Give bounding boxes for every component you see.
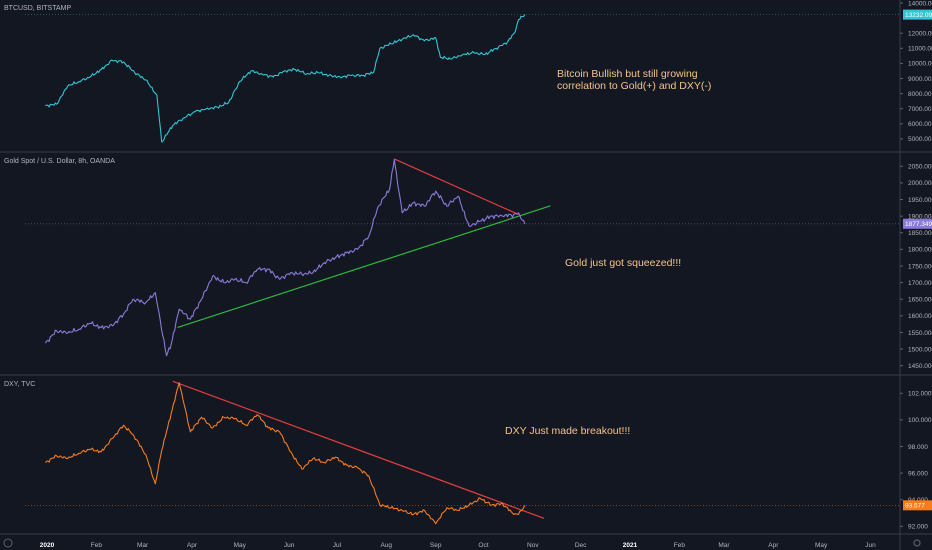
annotation-text: DXY Just made breakout!!! (505, 425, 630, 437)
pane-2: Gold Spot / U.S. Dollar, 8h, OANDA 2050.0… (4, 158, 932, 370)
last-value-badge (903, 218, 932, 229)
y-tick-label: 12000.00 (908, 31, 932, 38)
x-tick-label: Mar (718, 542, 730, 549)
y-tick-label: 1850.000 (908, 230, 932, 237)
y-tick-label: 6000.00 (908, 121, 932, 128)
x-tick-label: Jul (333, 542, 342, 549)
y-tick-label: 1550.000 (908, 330, 932, 337)
y-tick-label: 1900.000 (908, 213, 932, 220)
x-tick-label: Sep (430, 542, 442, 549)
y-tick-label: 1600.000 (908, 313, 932, 320)
x-tick-label: Oct (478, 542, 488, 549)
annotation-text: Gold just got squeezed!!! (565, 257, 681, 269)
y-tick-label: 1800.000 (908, 247, 932, 254)
y-tick-label: 2050.000 (908, 164, 932, 171)
x-axis: 2020 Feb Mar Apr May Jun Jul Aug Sep Oct Nov Dec 202… (40, 542, 876, 549)
x-tick-label: Feb (674, 542, 686, 549)
y-tick-label: 92.000 (908, 524, 928, 531)
series-line (45, 14, 526, 143)
last-value-badge (903, 500, 932, 511)
x-tick-label: Nov (527, 542, 539, 549)
x-tick-label: May (234, 542, 247, 549)
pane-title: Gold Spot / U.S. Dollar, 8h, OANDA (4, 158, 115, 165)
y-tick-label: 14000.00 (908, 0, 932, 7)
trendline (394, 158, 519, 216)
x-tick-label: Jun (284, 542, 295, 549)
y-tick-label: 5000.00 (908, 136, 932, 143)
y-tick-label: 8000.00 (908, 91, 932, 98)
x-tick-label: Feb (91, 542, 103, 549)
x-tick-label: 2020 (40, 542, 55, 549)
last-value-badge (903, 9, 932, 20)
pane-1: BTCUSD, BITSTAMP 14000.00 12000.00 11000.00… (4, 0, 932, 143)
y-tick-label: 10000.00 (908, 61, 932, 68)
y-tick-label: 1650.000 (908, 297, 932, 304)
y-tick-label: 2000.000 (908, 180, 932, 187)
x-tick-label: 2021 (623, 542, 638, 549)
x-tick-label: Mar (137, 542, 149, 549)
y-tick-label: 1750.000 (908, 263, 932, 270)
timezone-icon (3, 538, 13, 548)
series-line (45, 382, 526, 525)
y-tick-label: 1450.000 (908, 363, 932, 370)
trendline (172, 380, 545, 519)
last-value-label: 1877.349 (905, 221, 932, 228)
y-tick-label: 7000.00 (908, 106, 932, 113)
y-tick-label: 100.000 (908, 417, 932, 424)
series-line (44, 159, 526, 357)
x-tick-label: Apr (187, 542, 198, 549)
annotation-text: correlation to Gold(+) and DXY(-) (557, 80, 711, 92)
pane-3: DXY, TVC102.000100.00098.00096.00094.000… (4, 380, 932, 531)
y-tick-label: 98.000 (908, 444, 928, 451)
x-tick-label: Dec (575, 542, 587, 549)
y-tick-label: 102.000 (908, 391, 932, 398)
x-tick-label: May (815, 542, 828, 549)
gear-icon (913, 539, 921, 547)
y-tick-label: 1950.000 (908, 197, 932, 204)
pane-title: DXY, TVC (4, 381, 35, 388)
trendline (177, 205, 551, 329)
x-tick-label: Apr (768, 542, 779, 549)
y-tick-label: 1500.000 (908, 346, 932, 353)
x-tick-label: Jun (865, 542, 876, 549)
y-tick-label: 9000.00 (908, 76, 932, 83)
pane-title: BTCUSD, BITSTAMP (4, 5, 71, 12)
annotation-text: Bitcoin Bullish but still growing (557, 68, 698, 80)
x-tick-label: Aug (380, 542, 392, 549)
y-tick-label: 1700.000 (908, 280, 932, 287)
y-tick-label: 96.000 (908, 470, 928, 477)
last-value-label: 93.577 (905, 503, 925, 510)
y-tick-label: 11000.00 (908, 46, 932, 53)
last-value-label: 13232.09 (905, 12, 932, 19)
